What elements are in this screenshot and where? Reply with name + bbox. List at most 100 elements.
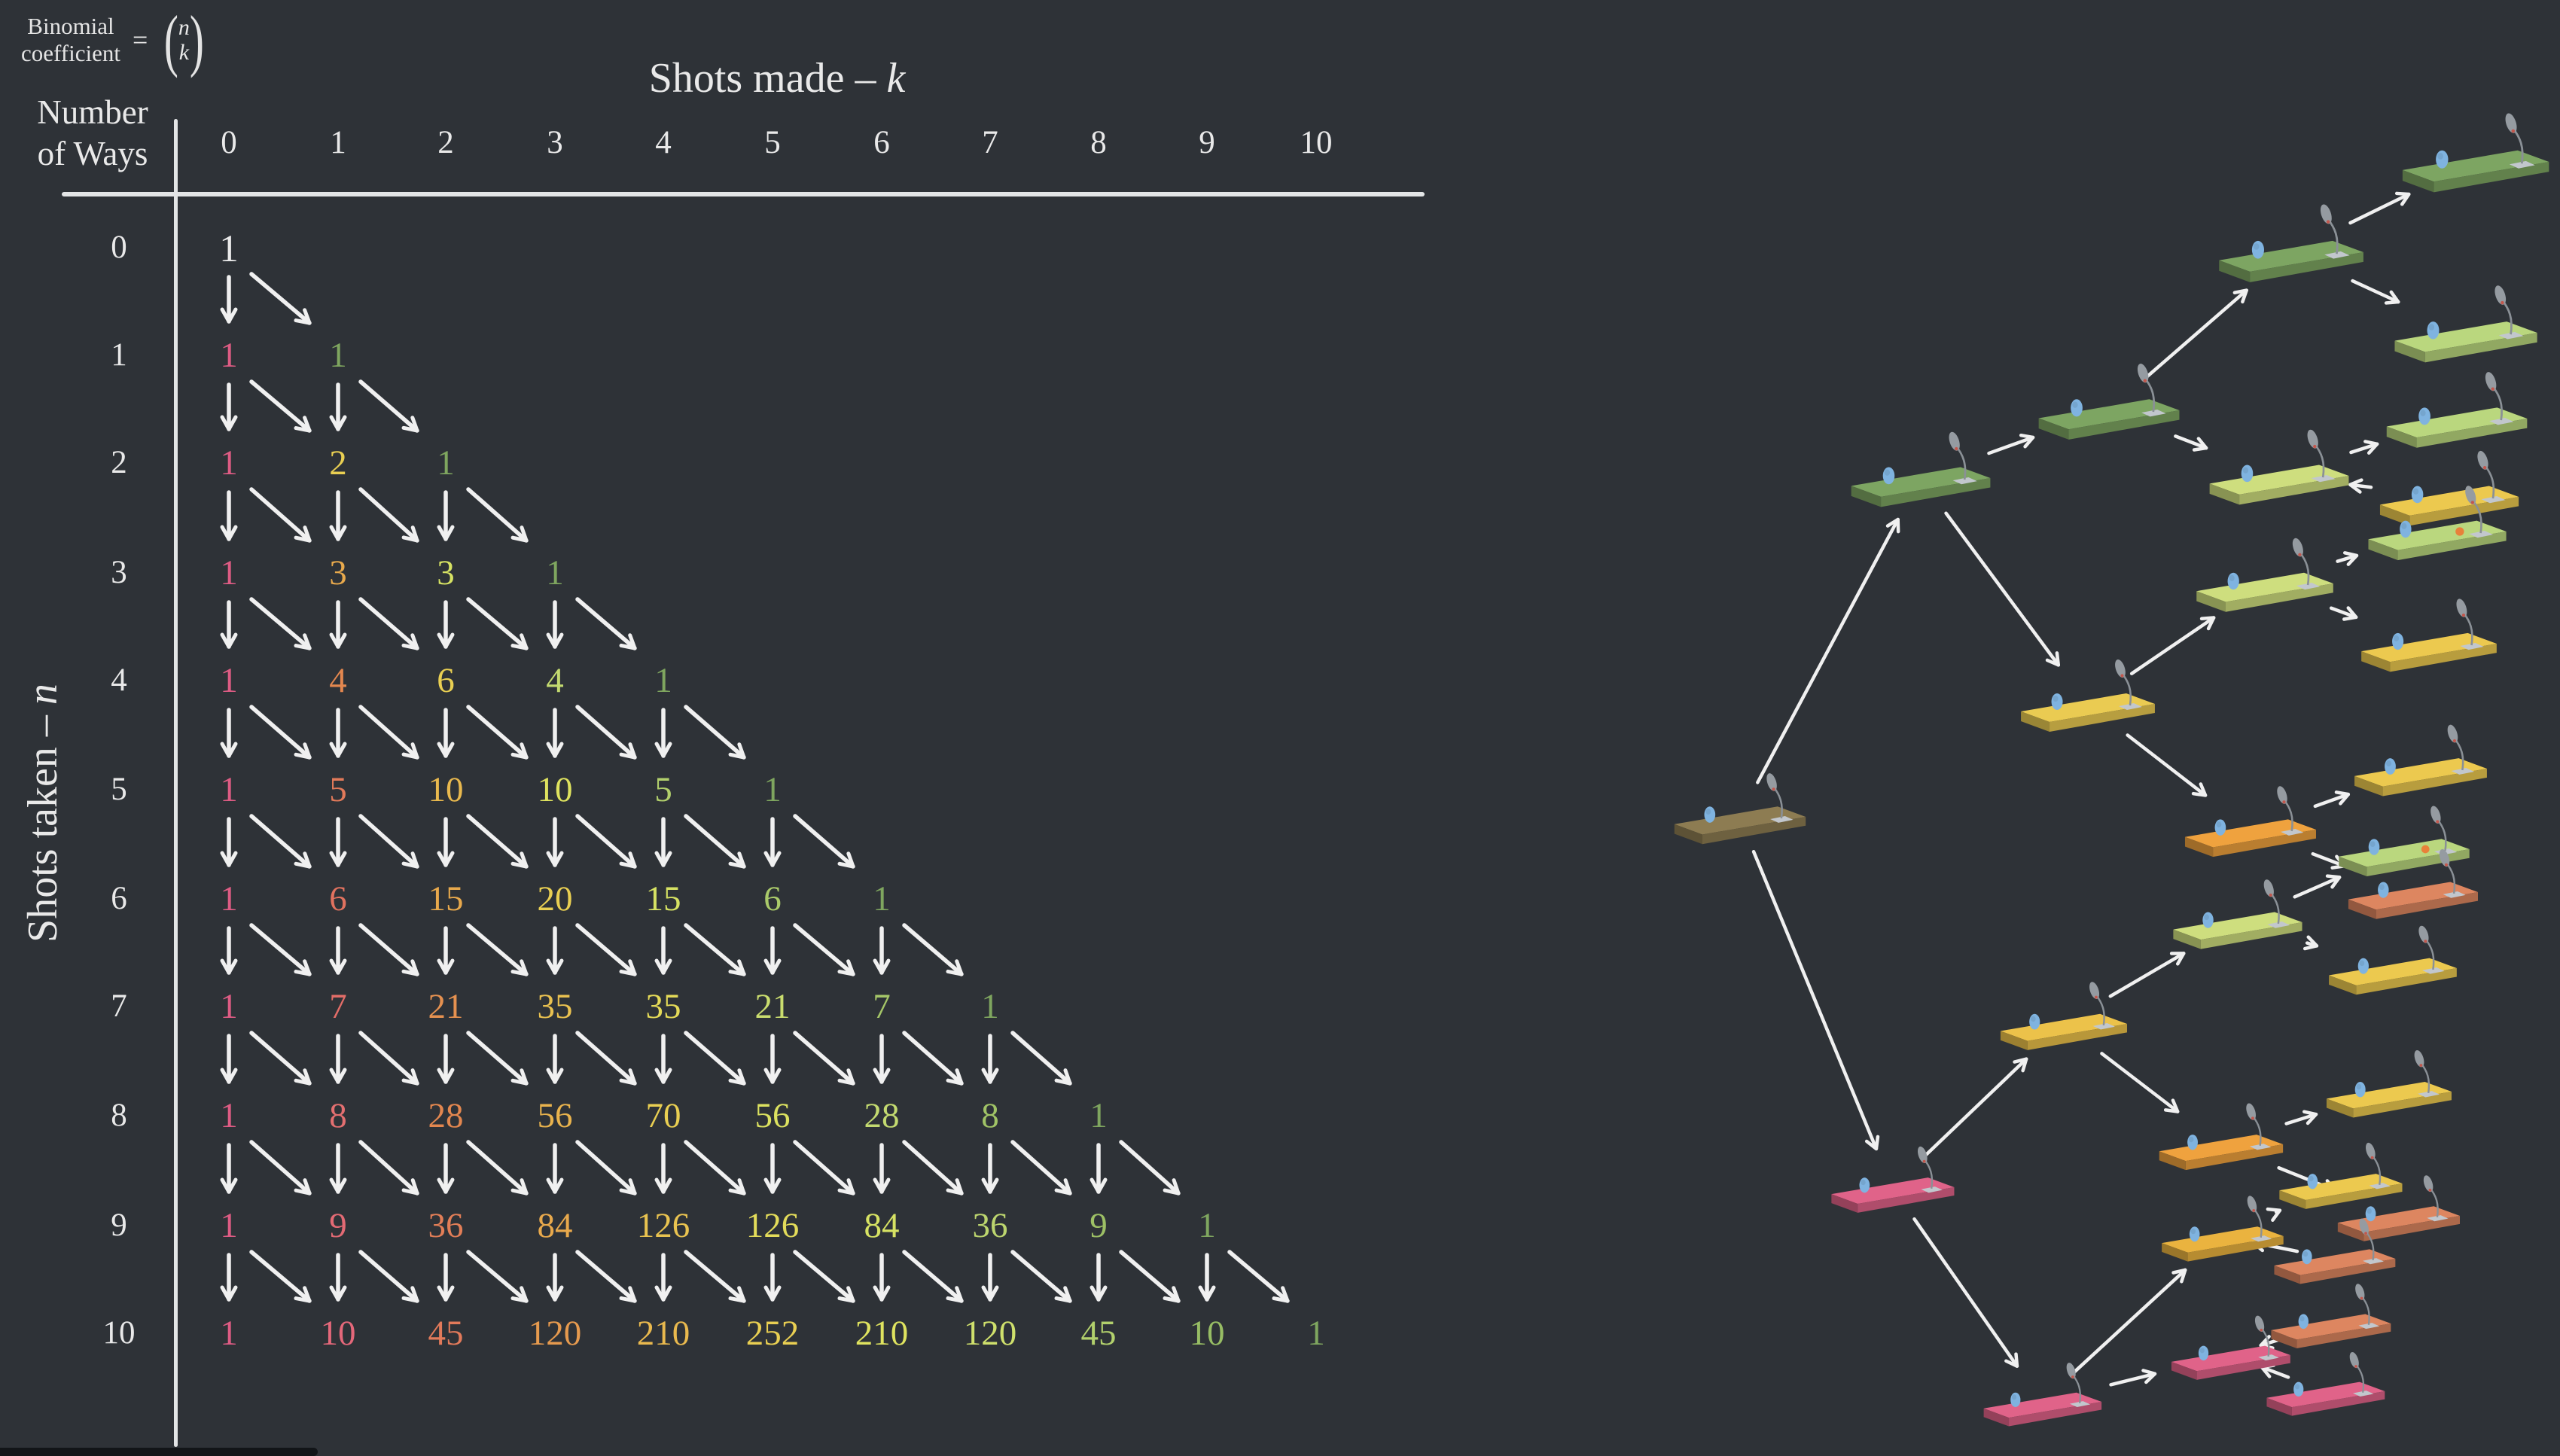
platform-side	[2306, 1183, 2403, 1209]
hoop-rim	[1922, 1159, 1926, 1163]
arrow-diag-n8-k2	[466, 1140, 529, 1196]
hoop-base	[2311, 474, 2336, 483]
hoop-rim	[2452, 739, 2457, 743]
platform-front	[1831, 1194, 1858, 1213]
platform-front	[2279, 1190, 2306, 1209]
tree-edge-mm-mmM	[2071, 1268, 2187, 1375]
tree-platform-M	[1851, 431, 1991, 507]
tree-edge-root-M	[1756, 517, 1900, 784]
col-header-6: 6	[873, 125, 890, 160]
arrow-diag-n5-k2	[466, 814, 529, 869]
hoop-base	[2362, 1258, 2384, 1265]
platform-front	[1983, 1408, 2010, 1427]
formula-word-2: coefficient	[21, 40, 120, 67]
hoop-base	[2118, 703, 2142, 710]
player-figure	[1859, 1177, 1870, 1193]
triangle-cell-n3-k2: 3	[437, 553, 455, 592]
tree-platform-mmMm	[2274, 1218, 2396, 1284]
triangle-cell-n7-k7: 1	[981, 987, 999, 1026]
arrow-diag-n9-k7	[1010, 1250, 1072, 1303]
tree-edge-mMm-mMmM	[2284, 1110, 2318, 1126]
arrow-diag-n5-k3	[575, 814, 637, 869]
hoop-backboard	[2137, 364, 2149, 383]
hoop-rim	[2482, 466, 2487, 470]
arrow-diag-n6-k3	[575, 923, 637, 976]
tree-platform-mMmM	[2326, 1049, 2452, 1118]
hoop-rim	[2436, 820, 2440, 824]
hoop-base	[2481, 495, 2506, 504]
tree-platform-m	[1831, 1146, 1955, 1213]
platform-side	[2291, 1391, 2385, 1416]
platform-side	[2239, 476, 2349, 505]
arrow-diag-n7-k1	[358, 1031, 419, 1086]
platform-front	[1674, 824, 1703, 845]
col-header-10: 10	[1300, 125, 1333, 160]
platform-side	[2356, 968, 2457, 995]
hoop-base	[2267, 921, 2290, 928]
arrow-diag-n6-k1	[358, 923, 419, 976]
triangle-cell-n3-k0: 1	[220, 553, 238, 592]
tree-edge-mMM-mMMM	[2293, 874, 2342, 899]
tree-edge-mmM-mmMM	[2266, 1207, 2282, 1222]
platform-front	[2000, 1031, 2028, 1050]
triangle-cell-n3-k3: 1	[546, 553, 564, 592]
platform-side	[2250, 252, 2363, 282]
hoop-rim	[2260, 1328, 2263, 1332]
platform-side	[2200, 922, 2302, 949]
col-header-7: 7	[982, 125, 998, 160]
platform-front	[1851, 486, 1882, 507]
player-figure	[1882, 467, 1895, 485]
platform-top	[2339, 839, 2470, 867]
platform-front	[2219, 260, 2251, 282]
arrow-diag-n2-k1	[358, 487, 419, 543]
triangle-cell-n10-k1: 10	[320, 1314, 356, 1353]
hoop-base	[2353, 1391, 2374, 1397]
platform-side	[1858, 1187, 1955, 1213]
player-figure	[2368, 839, 2380, 855]
hoop-backboard	[1766, 773, 1777, 791]
player-figure	[2436, 150, 2449, 169]
platform-top	[1983, 1392, 2102, 1418]
player-head	[2199, 1348, 2205, 1354]
triangle-cell-n9-k1: 9	[329, 1206, 347, 1245]
hoop-base	[2418, 1091, 2440, 1098]
arrow-diag-n8-k5	[793, 1140, 855, 1196]
player-figure	[1704, 806, 1716, 823]
player-figure	[2010, 1392, 2021, 1408]
triangle-cell-n9-k2: 36	[428, 1206, 464, 1245]
row-header-10: 10	[102, 1315, 136, 1351]
platform-top	[2000, 1013, 2127, 1041]
platform-top	[2279, 1174, 2403, 1201]
tree-edge-m-mM	[1922, 1057, 2028, 1159]
platform-front	[2159, 1151, 2186, 1171]
row-header-1: 1	[111, 337, 127, 373]
player-figure	[2365, 1206, 2376, 1222]
platform-top	[2219, 240, 2363, 272]
arrow-diag-n5-k1	[358, 814, 419, 869]
hoop-backboard	[2349, 1351, 2359, 1369]
tree-edge-MM-MMM	[2144, 288, 2248, 379]
tree-platform-Mm	[2021, 659, 2155, 732]
arrow-diag-n9-k3	[575, 1250, 637, 1303]
arrow-diag-n2-k0	[249, 487, 312, 543]
player-figure	[2378, 882, 2389, 898]
platform-side	[2009, 1402, 2102, 1427]
platform-front	[2196, 591, 2226, 612]
tree-platform-mm	[1983, 1363, 2102, 1427]
platform-side	[2376, 892, 2479, 919]
player-head	[2254, 243, 2260, 250]
platform-top	[2348, 882, 2479, 910]
tree-platform-mmMM	[2279, 1142, 2403, 1209]
tree-edge-MmM-MmMM	[2336, 551, 2359, 566]
row-header-6: 6	[111, 881, 127, 916]
hoop-rim	[2251, 1116, 2254, 1120]
arrow-diag-n8-k7	[1010, 1140, 1072, 1196]
hoop-rim	[2461, 614, 2466, 617]
player-figure	[2418, 407, 2430, 425]
platform-front	[2326, 1098, 2354, 1118]
triangle-cell-n7-k4: 35	[645, 987, 681, 1026]
platform-side	[2050, 704, 2155, 732]
platform-side	[2397, 532, 2507, 561]
player-head	[1705, 809, 1711, 815]
